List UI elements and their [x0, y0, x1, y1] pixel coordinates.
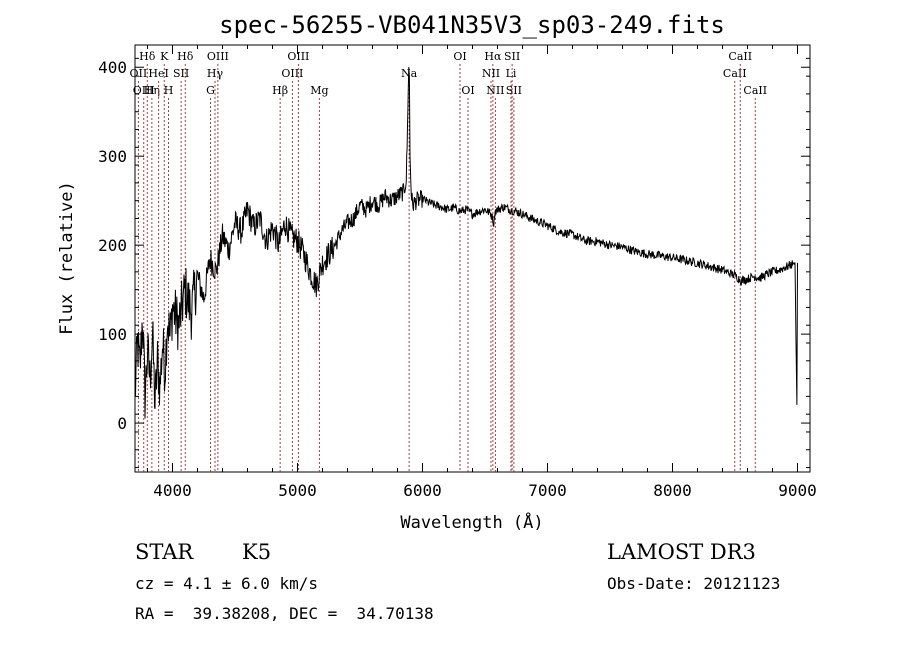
x-tick-label: 8000 [653, 481, 692, 500]
y-tick-label: 300 [98, 147, 127, 166]
chart-title: spec-56255-VB041N35V3_sp03-249.fits [219, 11, 725, 39]
y-tick-label: 400 [98, 58, 127, 77]
spectral-line-label: SII [504, 50, 520, 63]
spectral-line-label: Hβ [272, 84, 288, 97]
spectral-line-label: Hγ [207, 67, 224, 80]
spectral-line-label: G [206, 84, 215, 97]
redshift-readout: cz = 4.1 ± 6.0 km/s [135, 574, 319, 593]
spectral-line-label: OIII [281, 67, 303, 80]
spectral-line-label: K [160, 50, 169, 63]
y-tick-label: 0 [117, 414, 127, 433]
spectral-line-label: OI [453, 50, 466, 63]
spectral-line-label: Mg [310, 84, 328, 97]
x-axis-label: Wavelength (Å) [400, 511, 543, 533]
spectral-line-label: SII [506, 84, 522, 97]
spectral-line-label: OI [461, 84, 474, 97]
y-tick-label: 200 [98, 236, 127, 255]
x-tick-label: 9000 [778, 481, 817, 500]
spectral-line-label: Li [506, 67, 517, 80]
spectral-line-label: Hη [144, 84, 160, 97]
obs-date: Obs-Date: 20121123 [607, 574, 781, 593]
x-tick-label: 4000 [153, 481, 192, 500]
spectral-line-label: OIII [287, 50, 309, 63]
plot-frame [134, 44, 811, 473]
spectral-line-label: HeI [148, 67, 168, 80]
plot-area: HδOIIOIIIHηHeIKHSIIHδGOIIIHγHβOIIIOIIIMg… [98, 44, 817, 500]
ra-dec-readout: RA = 39.38208, DEC = 34.70138 [135, 604, 434, 623]
spectral-line-label: NII [486, 84, 504, 97]
y-axis-label: Flux (relative) [57, 181, 77, 335]
x-tick-label: 6000 [403, 481, 442, 500]
x-tick-label: 7000 [528, 481, 567, 500]
spectrum-line [134, 66, 798, 419]
spectral-line-label: Hδ [139, 50, 156, 63]
y-tick-label: 100 [98, 325, 127, 344]
spectral-line-label: SII [173, 67, 189, 80]
spectral-line-label: NII [482, 67, 500, 80]
spectral-line-label: OII [130, 67, 148, 80]
x-tick-label: 5000 [278, 481, 317, 500]
spectral-line-label: Hα [484, 50, 502, 63]
spectral-line-label: OIII [207, 50, 229, 63]
spectral-line-label: H [164, 84, 174, 97]
object-subclass: K5 [242, 540, 272, 564]
spectral-line-label: CaII [728, 50, 752, 63]
object-class: STAR [135, 540, 194, 564]
survey-name: LAMOST DR3 [607, 540, 756, 564]
spectral-line-label: CaII [743, 84, 767, 97]
spectral-line-label: Hδ [177, 50, 194, 63]
spectral-line-label: CaII [723, 67, 747, 80]
